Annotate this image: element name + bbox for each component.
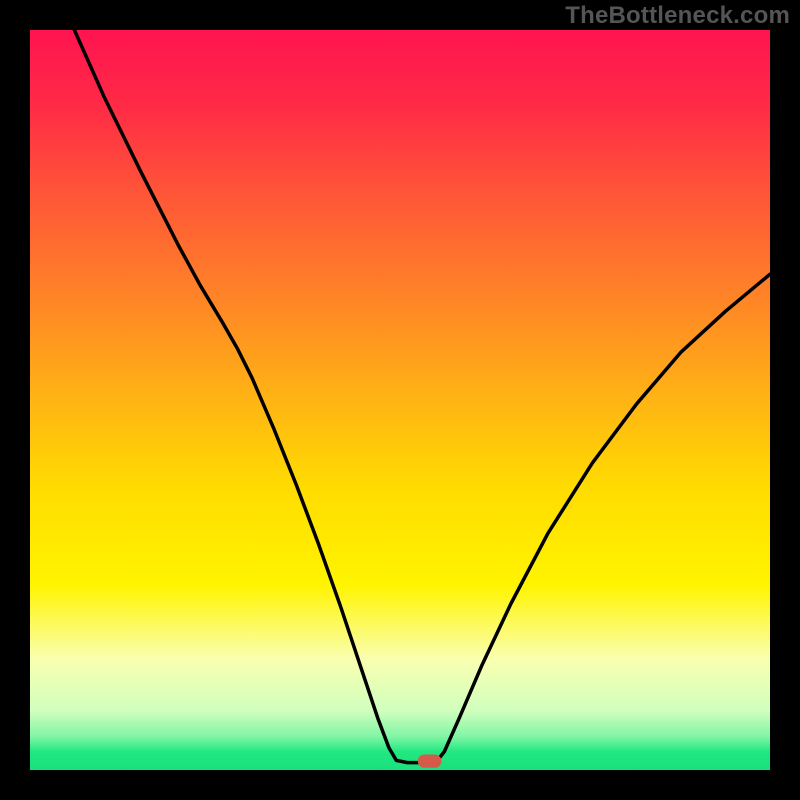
chart-container: TheBottleneck.com bbox=[0, 0, 800, 800]
bottleneck-chart bbox=[30, 30, 770, 770]
watermark-text: TheBottleneck.com bbox=[565, 2, 790, 30]
plot-background bbox=[30, 30, 770, 770]
optimal-point-marker bbox=[418, 754, 442, 767]
